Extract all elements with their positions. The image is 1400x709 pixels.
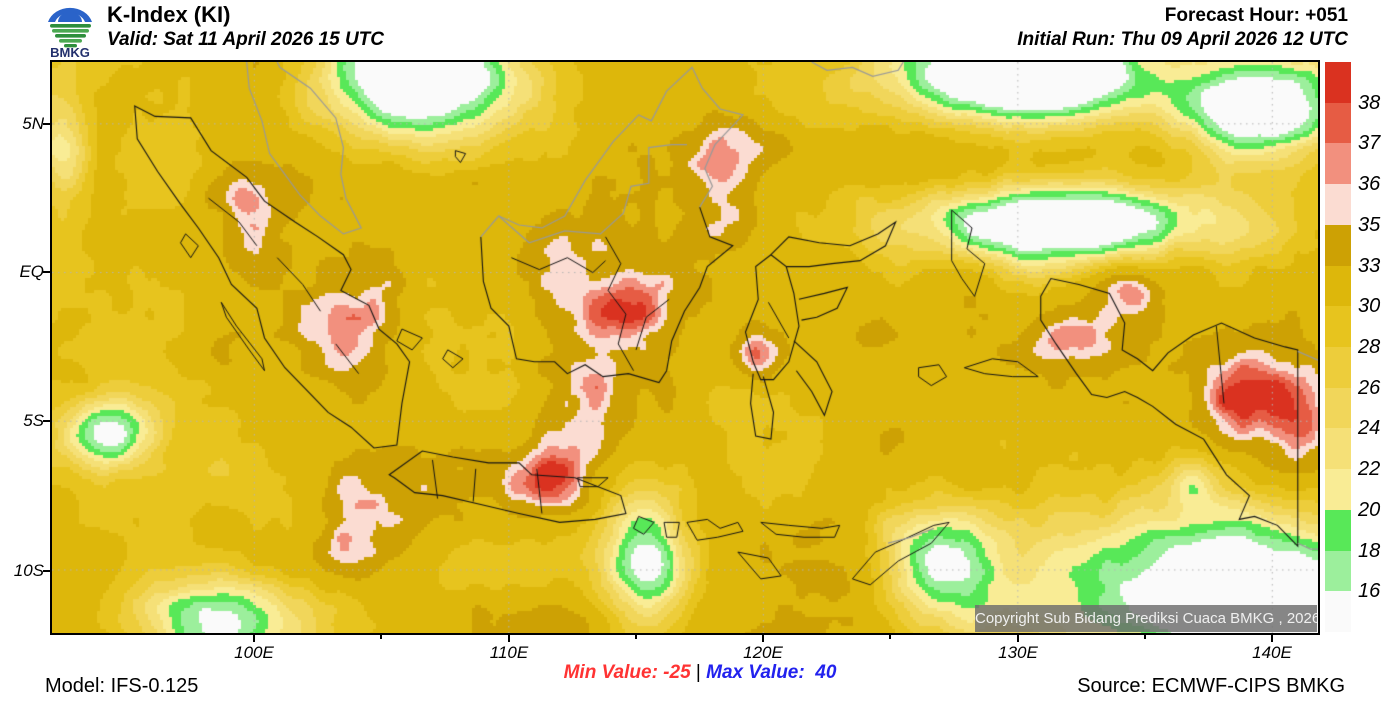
bmkg-logo: BMKG [42, 1, 98, 60]
initial-run: Initial Run: Thu 09 April 2026 12 UTC [1017, 29, 1348, 50]
lon-minor-tick [1144, 635, 1146, 639]
forecast-hour: Forecast Hour: +051 [1164, 5, 1348, 26]
colorbar-label: 36 [1358, 173, 1381, 196]
colorbar-segment [1325, 347, 1351, 389]
header-left: K-Index (KI) Valid: Sat 11 April 2026 15… [107, 2, 384, 52]
lon-minor-tick [635, 635, 637, 639]
copyright-overlay: Copyright Sub Bidang Prediksi Cuaca BMKG… [975, 605, 1317, 632]
colorbar [1325, 62, 1351, 633]
colorbar-segment [1325, 224, 1351, 267]
lat-tick [43, 123, 50, 125]
colorbar-segment [1325, 469, 1351, 511]
lon-tick [1271, 635, 1273, 642]
colorbar-label: 18 [1358, 539, 1381, 562]
colorbar-label: 38 [1358, 91, 1381, 114]
colorbar-label: 20 [1358, 498, 1381, 521]
colorbar-segment [1325, 62, 1351, 104]
lat-label: 10S [13, 561, 44, 580]
colorbar-label: 24 [1358, 417, 1381, 440]
minmax-separator: | [690, 662, 707, 683]
colorbar-segment [1325, 143, 1351, 185]
bmkg-logo-icon: BMKG [48, 7, 92, 60]
lon-label: 130E [998, 643, 1038, 662]
model-label: Model: IFS-0.125 [45, 675, 199, 697]
lon-label: 110E [489, 643, 529, 662]
colorbar-segment [1325, 591, 1351, 633]
lon-tick [762, 635, 764, 642]
colorbar-segment [1325, 387, 1351, 429]
map-frame [50, 60, 1320, 635]
source-label: Source: ECMWF-CIPS BMKG [1077, 675, 1345, 697]
colorbar-label: 16 [1358, 580, 1381, 603]
colorbar-label: 26 [1358, 376, 1381, 399]
lat-label: EQ [19, 262, 44, 281]
colorbar-label: 37 [1358, 132, 1381, 155]
lon-label: 140E [1252, 643, 1292, 662]
colorbar-label: 33 [1358, 254, 1381, 277]
page-title: K-Index (KI) [107, 2, 231, 27]
colorbar-label: 28 [1358, 336, 1381, 358]
lon-tick [508, 635, 510, 642]
colorbar-segment [1325, 102, 1351, 144]
minmax-line: Min Value: -25 | Max Value: 40 [420, 662, 980, 684]
bmkg-logo-text: BMKG [50, 45, 90, 59]
colorbar-label: 22 [1358, 458, 1381, 481]
lat-label: 5N [22, 114, 44, 133]
valid-time: Valid: Sat 11 April 2026 15 UTC [107, 29, 385, 50]
lat-tick [43, 570, 50, 572]
colorbar-segment [1325, 265, 1351, 307]
max-value-label: Max Value: 40 [706, 662, 837, 683]
lat-label: 5S [23, 411, 44, 430]
lon-tick [253, 635, 255, 642]
lon-label: 120E [743, 643, 783, 662]
colorbar-segment [1325, 184, 1351, 226]
colorbar-segment [1325, 509, 1351, 552]
kindex-contour-map [52, 62, 1318, 633]
colorbar-segment [1325, 550, 1351, 592]
lat-tick [43, 271, 50, 273]
lon-tick [1017, 635, 1019, 642]
header-right: Forecast Hour: +051 Initial Run: Thu 09 … [1017, 4, 1348, 52]
colorbar-label: 35 [1358, 213, 1381, 236]
min-value-label: Min Value: -25 [563, 662, 691, 683]
colorbar-label: 30 [1358, 295, 1381, 318]
lat-tick [43, 420, 50, 422]
colorbar-segment [1325, 306, 1351, 348]
lon-label: 100E [234, 643, 274, 662]
lon-minor-tick [889, 635, 891, 639]
lon-minor-tick [380, 635, 382, 639]
colorbar-segment [1325, 428, 1351, 470]
